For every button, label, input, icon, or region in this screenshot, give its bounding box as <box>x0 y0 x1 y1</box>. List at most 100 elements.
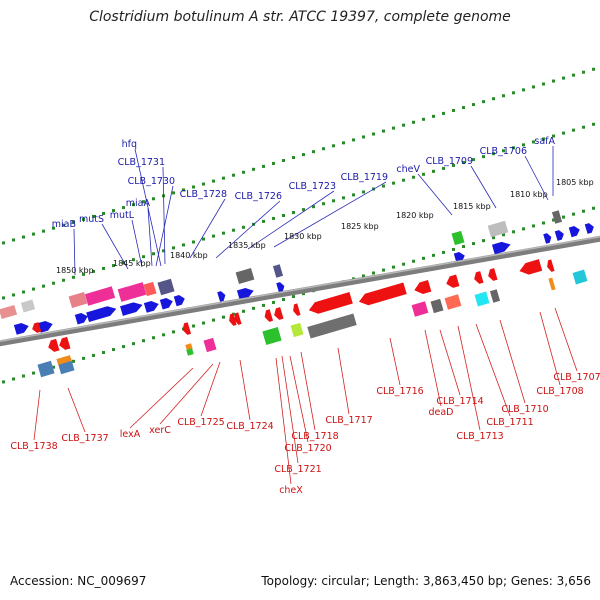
lower-tick-row-dot <box>232 312 235 316</box>
middle-tick-row-dot <box>512 91 515 95</box>
gene-label-bottom: CLB_1717 <box>325 415 372 426</box>
upper-tick-row-dot <box>192 240 195 244</box>
bottom-label-leader <box>200 361 221 417</box>
upper-tick-row-dot <box>572 128 575 132</box>
forward-gene-arrow <box>86 306 117 323</box>
gene-label-bottom: CLB_1711 <box>486 417 533 428</box>
kbp-scale-label: 1845 kbp <box>113 259 151 268</box>
bottom-label-leader <box>289 355 309 443</box>
gene-label-top: CLB_1723 <box>289 181 336 192</box>
lower-tick-row-dot <box>492 236 495 240</box>
upper-tick-row-dot <box>262 219 265 223</box>
lower-tick-row-dot <box>392 265 395 269</box>
gene-block <box>489 289 501 303</box>
lower-tick-row-dot <box>442 250 445 254</box>
lower-tick-row-dot <box>422 256 425 260</box>
lower-tick-row-dot <box>412 259 415 263</box>
middle-tick-row-dot <box>402 123 405 127</box>
gene-block <box>143 281 157 297</box>
middle-tick-row-dot <box>122 206 125 210</box>
middle-tick-row-dot <box>522 88 525 92</box>
upper-tick-row-dot <box>562 131 565 135</box>
lower-tick-row-dot <box>162 333 165 337</box>
reverse-gene-arrow <box>308 292 353 314</box>
middle-tick-row-dot <box>132 203 135 207</box>
upper-tick-row-dot <box>222 231 225 235</box>
middle-tick-row-dot <box>262 164 265 168</box>
upper-tick-row-dot <box>402 178 405 182</box>
gene-label-top: mutL <box>110 210 135 221</box>
upper-tick-row-dot <box>232 228 235 232</box>
middle-tick-row-dot <box>82 217 85 221</box>
lower-tick-row-dot <box>2 380 5 384</box>
middle-tick-row-dot <box>312 150 315 154</box>
gene-block <box>411 301 429 317</box>
upper-tick-row-dot <box>512 146 515 150</box>
middle-tick-row-dot <box>502 94 505 98</box>
bottom-label-leader <box>539 311 561 386</box>
gene-label-bottom: CLB_1710 <box>501 404 548 415</box>
upper-tick-row-dot <box>312 205 315 209</box>
middle-tick-row-dot <box>552 79 555 83</box>
lower-tick-row-dot <box>272 300 275 304</box>
forward-gene-arrow <box>491 241 511 255</box>
lower-tick-row-dot <box>472 242 475 246</box>
forward-gene-arrow <box>543 233 552 244</box>
top-label-leader <box>273 181 387 248</box>
lower-tick-row-dot <box>242 309 245 313</box>
upper-tick-row-dot <box>22 290 25 294</box>
kbp-scale-label: 1820 kbp <box>396 211 434 220</box>
forward-gene-arrow <box>37 321 53 333</box>
top-label-leader <box>73 228 76 276</box>
bottom-label-leader <box>424 329 442 407</box>
genome-title: Clostridium botulinum A str. ATCC 19397,… <box>89 9 511 25</box>
middle-tick-row-dot <box>192 185 195 189</box>
lower-tick-row-dot <box>112 348 115 352</box>
lower-tick-row-dot <box>122 345 125 349</box>
upper-tick-row-dot <box>592 122 595 126</box>
bottom-label-leader <box>275 357 292 485</box>
lower-tick-row-dot <box>482 239 485 243</box>
middle-tick-row-dot <box>492 97 495 101</box>
gene-block <box>262 327 282 345</box>
middle-tick-row-dot <box>322 147 325 151</box>
lower-tick-row-dot <box>562 215 565 219</box>
upper-tick-row-dot <box>282 214 285 218</box>
gene-block <box>551 210 563 224</box>
lower-tick-row-dot <box>82 356 85 360</box>
middle-tick-row-dot <box>272 161 275 165</box>
middle-tick-row-dot <box>452 108 455 112</box>
kbp-scale-label: 1815 kbp <box>453 202 491 211</box>
lower-tick-row-dot <box>292 295 295 299</box>
bottom-label-leader <box>499 319 526 404</box>
middle-tick-row-dot <box>32 232 35 236</box>
bottom-label-leader <box>239 359 251 421</box>
upper-tick-row-dot <box>482 155 485 159</box>
lower-tick-row-dot <box>282 298 285 302</box>
forward-gene-arrow <box>143 301 159 313</box>
middle-tick-row-dot <box>442 111 445 115</box>
top-label-leader <box>524 155 549 201</box>
gene-block <box>186 348 194 356</box>
gene-label-bottom: CLB_1708 <box>536 386 583 397</box>
gene-label-top: cheV <box>396 164 420 175</box>
gene-block <box>444 294 462 310</box>
top-label-leader <box>247 190 335 250</box>
middle-tick-row-dot <box>232 173 235 177</box>
gene-label-bottom: cheX <box>279 485 303 496</box>
gene-label-top: miaB <box>52 219 76 230</box>
gene-label-bottom: CLB_1720 <box>284 443 331 454</box>
upper-tick-row-dot <box>182 243 185 247</box>
gene-features <box>0 210 594 378</box>
gene-label-bottom: CLB_1714 <box>436 396 483 407</box>
lower-tick-row-dot <box>552 218 555 222</box>
upper-tick-row-dot <box>62 278 65 282</box>
lower-tick-row-dot <box>452 247 455 251</box>
lower-tick-row-dot <box>102 350 105 354</box>
reverse-gene-arrow <box>358 282 407 306</box>
top-label-leader <box>215 200 281 259</box>
gene-block <box>203 337 217 353</box>
lower-tick-row-dot <box>202 321 205 325</box>
upper-tick-row-dot <box>162 249 165 253</box>
upper-tick-row-dot <box>142 255 145 259</box>
